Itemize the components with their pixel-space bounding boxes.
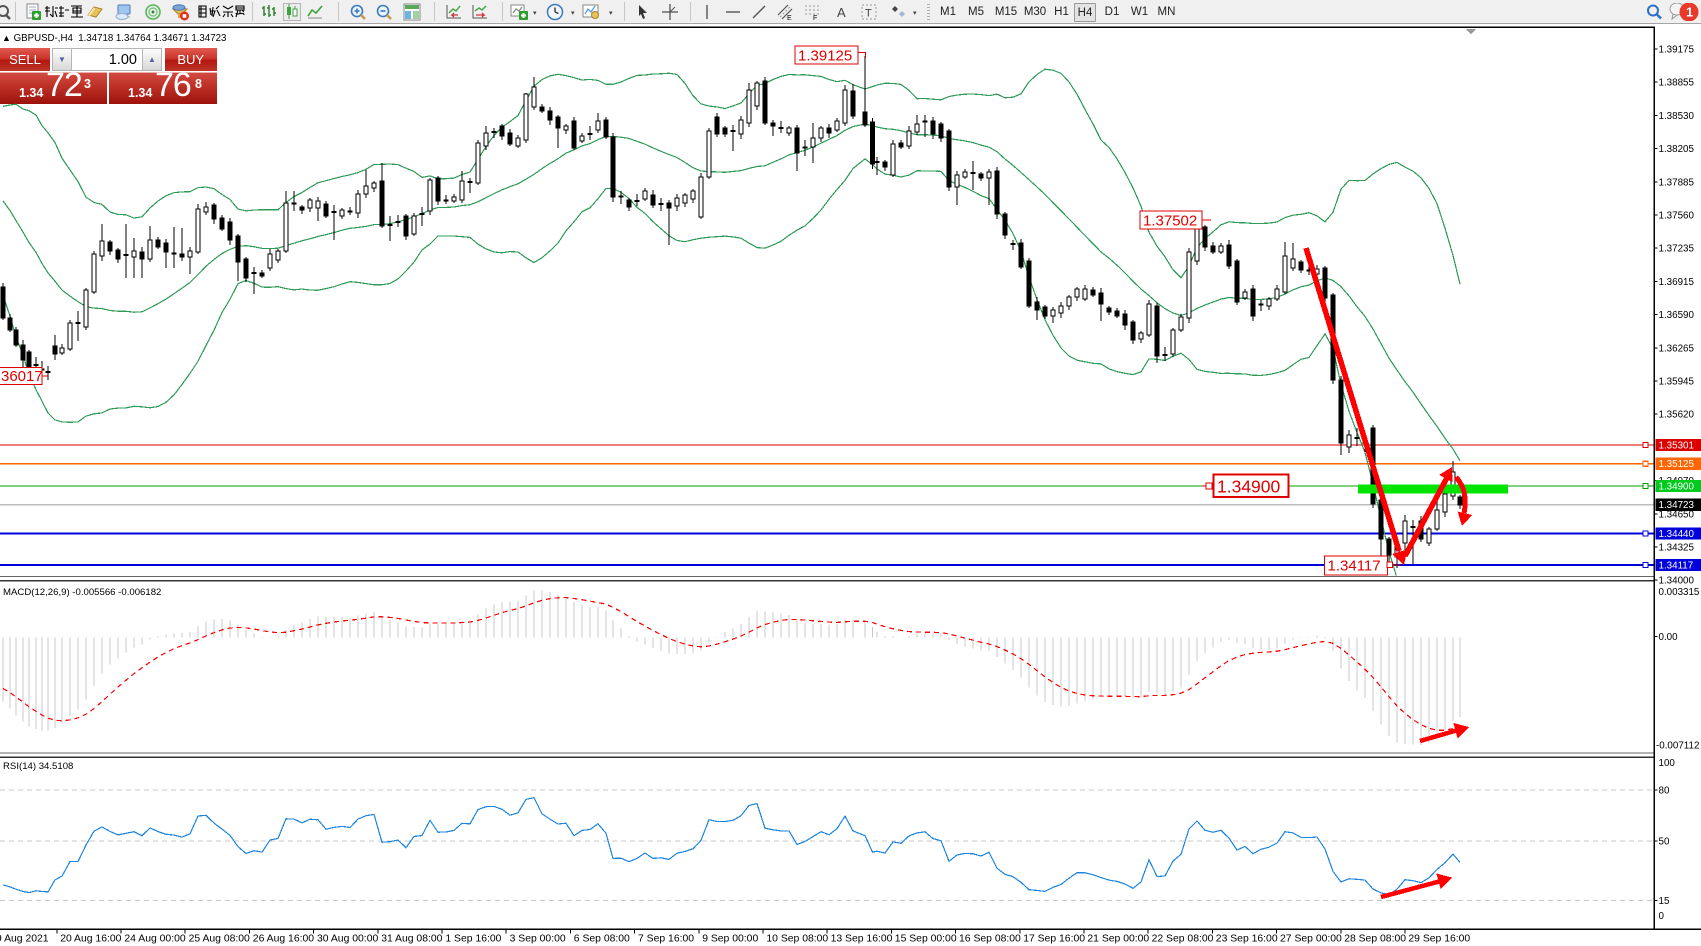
svg-text:1.37885: 1.37885 bbox=[1659, 177, 1695, 188]
svg-text:MACD(12,26,9) -0.005566 -0.006: MACD(12,26,9) -0.005566 -0.006182 bbox=[3, 587, 161, 598]
svg-text:6 Sep 08:00: 6 Sep 08:00 bbox=[574, 934, 630, 945]
svg-text:1.34723: 1.34723 bbox=[1659, 500, 1695, 511]
svg-text:1.35945: 1.35945 bbox=[1659, 377, 1695, 388]
svg-text:0: 0 bbox=[1659, 911, 1665, 922]
svg-text:30 Aug 00:00: 30 Aug 00:00 bbox=[317, 934, 378, 945]
svg-text:21 Sep 00:00: 21 Sep 00:00 bbox=[1087, 934, 1149, 945]
svg-text:7 Sep 16:00: 7 Sep 16:00 bbox=[638, 934, 694, 945]
svg-text:1.34650: 1.34650 bbox=[1659, 509, 1695, 520]
svg-text:0.003315: 0.003315 bbox=[1659, 587, 1700, 598]
svg-text:1.37235: 1.37235 bbox=[1659, 244, 1695, 255]
svg-text:9 Sep 00:00: 9 Sep 00:00 bbox=[702, 934, 758, 945]
svg-text:1.35301: 1.35301 bbox=[1659, 441, 1694, 452]
svg-text:1.35125: 1.35125 bbox=[1659, 459, 1695, 470]
svg-text:1.39125: 1.39125 bbox=[798, 48, 852, 65]
svg-text:1.38530: 1.38530 bbox=[1659, 111, 1695, 122]
svg-text:1.36265: 1.36265 bbox=[1659, 343, 1695, 354]
svg-text:1 Sep 16:00: 1 Sep 16:00 bbox=[445, 934, 501, 945]
svg-text:0.00: 0.00 bbox=[1659, 632, 1679, 643]
svg-text:20 Aug 16:00: 20 Aug 16:00 bbox=[60, 934, 121, 945]
svg-text:16 Sep 08:00: 16 Sep 08:00 bbox=[959, 934, 1021, 945]
svg-text:15: 15 bbox=[1659, 896, 1670, 907]
svg-text:80: 80 bbox=[1659, 785, 1670, 796]
svg-text:A: A bbox=[837, 5, 846, 20]
svg-text:-0.007112: -0.007112 bbox=[1656, 741, 1699, 752]
svg-text:1.37560: 1.37560 bbox=[1659, 211, 1695, 222]
svg-text:23 Sep 16:00: 23 Sep 16:00 bbox=[1216, 934, 1278, 945]
svg-text:1.34117: 1.34117 bbox=[1328, 558, 1381, 575]
svg-text:1.34440: 1.34440 bbox=[1659, 529, 1695, 540]
svg-text:RSI(14) 34.5108: RSI(14) 34.5108 bbox=[3, 761, 73, 772]
svg-text:27 Sep 00:00: 27 Sep 00:00 bbox=[1280, 934, 1342, 945]
svg-text:1.34900: 1.34900 bbox=[1217, 477, 1281, 497]
svg-text:36017: 36017 bbox=[1, 368, 43, 385]
svg-text:28 Sep 08:00: 28 Sep 08:00 bbox=[1344, 934, 1406, 945]
svg-text:31 Aug 08:00: 31 Aug 08:00 bbox=[381, 934, 442, 945]
svg-text:17 Sep 16:00: 17 Sep 16:00 bbox=[1023, 934, 1085, 945]
svg-text:1.36590: 1.36590 bbox=[1659, 310, 1695, 321]
svg-text:50: 50 bbox=[1659, 836, 1670, 847]
svg-text:1.35620: 1.35620 bbox=[1659, 410, 1695, 421]
svg-text:F: F bbox=[813, 15, 817, 21]
svg-text:1.39175: 1.39175 bbox=[1659, 45, 1695, 56]
svg-text:1.34117: 1.34117 bbox=[1659, 561, 1694, 572]
svg-text:26 Aug 16:00: 26 Aug 16:00 bbox=[253, 934, 314, 945]
svg-text:10 Sep 08:00: 10 Sep 08:00 bbox=[766, 934, 828, 945]
svg-text:22 Sep 08:00: 22 Sep 08:00 bbox=[1152, 934, 1214, 945]
svg-text:1.38205: 1.38205 bbox=[1659, 144, 1695, 155]
svg-text:9 Aug 2021: 9 Aug 2021 bbox=[0, 934, 49, 945]
svg-text:24 Aug 00:00: 24 Aug 00:00 bbox=[124, 934, 185, 945]
svg-text:3 Sep 00:00: 3 Sep 00:00 bbox=[510, 934, 566, 945]
svg-text:15 Sep 00:00: 15 Sep 00:00 bbox=[895, 934, 957, 945]
svg-text:13 Sep 16:00: 13 Sep 16:00 bbox=[831, 934, 893, 945]
svg-text:E: E bbox=[787, 15, 792, 21]
svg-text:1.37502: 1.37502 bbox=[1143, 213, 1197, 230]
svg-text:1.34900: 1.34900 bbox=[1659, 482, 1695, 493]
svg-text:T: T bbox=[865, 8, 872, 20]
svg-text:1.38855: 1.38855 bbox=[1659, 78, 1695, 89]
svg-text:100: 100 bbox=[1659, 758, 1676, 769]
svg-text:1: 1 bbox=[1686, 5, 1693, 20]
svg-text:1.36915: 1.36915 bbox=[1659, 277, 1695, 288]
svg-text:25 Aug 08:00: 25 Aug 08:00 bbox=[189, 934, 250, 945]
svg-text:1.34325: 1.34325 bbox=[1659, 543, 1695, 554]
svg-text:29 Sep 16:00: 29 Sep 16:00 bbox=[1408, 934, 1470, 945]
svg-text:1.34000: 1.34000 bbox=[1659, 576, 1695, 587]
